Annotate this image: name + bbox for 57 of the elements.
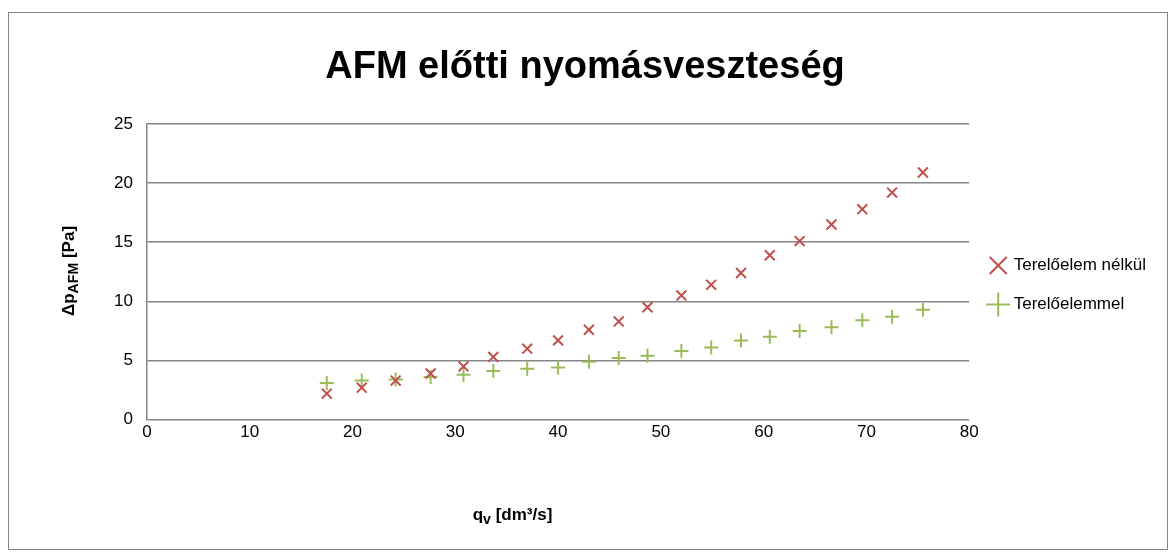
point bbox=[673, 343, 690, 360]
x-tick-label: 20 bbox=[343, 422, 362, 442]
x-tick-label: 10 bbox=[240, 422, 260, 442]
y-tick-label: 5 bbox=[123, 350, 133, 370]
x-tick-label: 60 bbox=[754, 422, 774, 442]
point bbox=[639, 347, 656, 364]
x-tick-label: 0 bbox=[142, 422, 152, 442]
point bbox=[914, 301, 931, 318]
y-tick-label: 20 bbox=[113, 172, 133, 192]
x-tick-label: 30 bbox=[445, 422, 465, 442]
point bbox=[422, 369, 439, 386]
point bbox=[825, 218, 838, 231]
y-tick-label: 10 bbox=[113, 291, 133, 311]
y-tick-label: 25 bbox=[113, 113, 133, 133]
point bbox=[793, 235, 806, 248]
point bbox=[917, 166, 929, 179]
point bbox=[485, 363, 502, 380]
y-tick-label: 15 bbox=[113, 231, 133, 251]
point bbox=[550, 359, 567, 376]
point bbox=[424, 367, 437, 380]
point bbox=[703, 339, 720, 356]
point bbox=[761, 328, 778, 345]
point bbox=[823, 319, 840, 336]
point bbox=[610, 350, 627, 367]
x-tick-label: 40 bbox=[548, 422, 568, 442]
point bbox=[675, 289, 688, 302]
point bbox=[735, 267, 747, 279]
point bbox=[705, 278, 718, 291]
point bbox=[854, 312, 871, 329]
point bbox=[355, 381, 368, 394]
point bbox=[455, 366, 472, 383]
point bbox=[487, 350, 500, 363]
point bbox=[884, 308, 901, 325]
point bbox=[791, 322, 808, 339]
legend-label: Terelőelem nélkül bbox=[1013, 255, 1147, 275]
y-tick-label: 0 bbox=[123, 409, 133, 429]
point bbox=[353, 372, 370, 389]
point bbox=[457, 360, 470, 373]
chart-title: AFM előtti nyomásveszteség bbox=[324, 44, 846, 87]
point bbox=[519, 360, 536, 377]
point bbox=[320, 387, 333, 400]
point bbox=[886, 186, 899, 199]
point bbox=[733, 332, 750, 349]
x-tick-label: 50 bbox=[651, 422, 671, 442]
x-tick-label: 70 bbox=[856, 422, 876, 442]
point bbox=[763, 249, 776, 262]
point bbox=[552, 334, 565, 347]
point bbox=[582, 323, 595, 336]
point bbox=[856, 203, 869, 216]
point bbox=[521, 342, 534, 355]
point bbox=[318, 374, 335, 391]
point bbox=[641, 301, 654, 314]
point bbox=[612, 315, 625, 328]
x-tick-label: 80 bbox=[959, 422, 979, 442]
point bbox=[580, 353, 597, 370]
x-axis-title: q$_{v}$ [dm³/s] bbox=[471, 505, 554, 528]
legend-label: Terelőelemmel bbox=[1013, 294, 1125, 314]
